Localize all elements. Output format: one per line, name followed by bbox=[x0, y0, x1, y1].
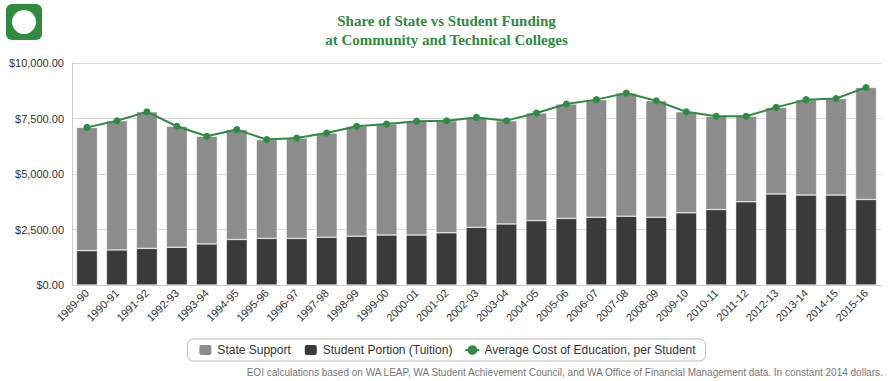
svg-text:2004-05: 2004-05 bbox=[504, 287, 541, 324]
svg-text:1998-99: 1998-99 bbox=[324, 287, 361, 324]
svg-text:1993-94: 1993-94 bbox=[174, 287, 211, 324]
svg-text:2000-01: 2000-01 bbox=[384, 287, 421, 324]
svg-text:$0.00: $0.00 bbox=[36, 279, 64, 291]
svg-text:2011-12: 2011-12 bbox=[714, 286, 751, 324]
svg-text:at Community and Technical Col: at Community and Technical Colleges bbox=[325, 32, 568, 48]
svg-text:$5,000.00: $5,000.00 bbox=[15, 168, 64, 180]
svg-text:2006-07: 2006-07 bbox=[564, 287, 601, 324]
svg-text:EOI calculations based on WA L: EOI calculations based on WA LEAP, WA St… bbox=[247, 367, 883, 378]
svg-text:$7,500.00: $7,500.00 bbox=[15, 113, 64, 125]
svg-text:1994-95: 1994-95 bbox=[204, 287, 241, 324]
svg-text:State Support: State Support bbox=[217, 343, 291, 357]
svg-text:1989-90: 1989-90 bbox=[54, 287, 91, 324]
svg-text:1995-96: 1995-96 bbox=[234, 287, 271, 324]
svg-text:2003-04: 2003-04 bbox=[474, 287, 511, 324]
svg-text:2009-10: 2009-10 bbox=[653, 287, 690, 324]
svg-text:2014-15: 2014-15 bbox=[803, 287, 840, 324]
svg-text:1999-00: 1999-00 bbox=[354, 287, 391, 324]
svg-text:$10,000.00: $10,000.00 bbox=[9, 57, 64, 69]
svg-text:2015-16: 2015-16 bbox=[833, 287, 870, 324]
svg-text:2007-08: 2007-08 bbox=[594, 287, 631, 324]
svg-text:2008-09: 2008-09 bbox=[624, 287, 661, 324]
svg-text:$2,500.00: $2,500.00 bbox=[15, 224, 64, 236]
svg-text:2001-02: 2001-02 bbox=[414, 287, 451, 324]
svg-text:1992-93: 1992-93 bbox=[144, 287, 181, 324]
svg-text:Average Cost of Education, per: Average Cost of Education, per Student bbox=[484, 343, 696, 357]
svg-text:2013-14: 2013-14 bbox=[773, 287, 810, 324]
svg-text:2005-06: 2005-06 bbox=[534, 287, 571, 324]
svg-text:2012-13: 2012-13 bbox=[743, 287, 780, 324]
svg-text:1990-91: 1990-91 bbox=[84, 287, 121, 324]
svg-text:Share of State vs Student Fund: Share of State vs Student Funding bbox=[337, 13, 556, 29]
svg-text:1991-92: 1991-92 bbox=[114, 287, 151, 324]
svg-text:1996-97: 1996-97 bbox=[264, 287, 301, 324]
svg-text:Student Portion (Tuition): Student Portion (Tuition) bbox=[323, 343, 453, 357]
svg-text:2010-11: 2010-11 bbox=[684, 287, 720, 323]
svg-text:1997-98: 1997-98 bbox=[294, 287, 331, 324]
svg-text:2002-03: 2002-03 bbox=[444, 287, 481, 324]
